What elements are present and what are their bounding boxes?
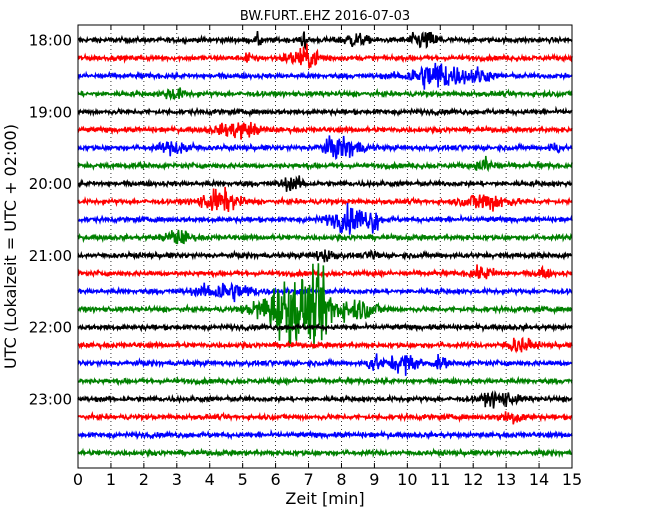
trace-21:00 [77, 249, 573, 263]
x-tick-label: 0 [73, 470, 83, 489]
x-tick-label: 7 [303, 470, 313, 489]
trace-19:15 [77, 121, 573, 140]
trace-20:30 [77, 202, 573, 235]
x-axis-label: Zeit [min] [285, 489, 364, 508]
y-tick-label: 23:00 [29, 391, 72, 409]
x-tick-label: 2 [139, 470, 149, 489]
y-tick-label: 18:00 [29, 32, 72, 50]
x-tick-label: 8 [336, 470, 346, 489]
trace-22:15 [77, 336, 573, 354]
y-tick-label: 21:00 [29, 247, 72, 265]
plot-frame [77, 24, 573, 469]
y-tick-label: 22:00 [29, 319, 72, 337]
trace-21:45 [77, 263, 573, 349]
x-tick-label: 5 [238, 470, 248, 489]
x-tick-label: 10 [397, 470, 417, 489]
trace-19:45 [77, 155, 573, 173]
trace-group [77, 30, 573, 459]
trace-19:30 [77, 135, 573, 161]
trace-21:30 [77, 281, 573, 303]
x-tick-label: 1 [106, 470, 116, 489]
x-tick-label: 11 [430, 470, 450, 489]
trace-19:00 [77, 105, 573, 118]
x-tick-label: 15 [562, 470, 582, 489]
trace-22:45 [77, 375, 573, 387]
x-tick-label: 9 [369, 470, 379, 489]
x-axis-ticks: 0 1 2 3 4 5 6 7 8 9 10 11 12 13 14 15 [73, 25, 582, 489]
trace-23:00 [77, 390, 573, 409]
trace-20:00 [77, 175, 573, 192]
trace-21:15 [77, 264, 573, 280]
trace-23:45 [77, 446, 573, 459]
y-axis-label: UTC (Lokalzeit = UTC + 02:00) [1, 124, 20, 369]
y-tick-label: 20:00 [29, 175, 72, 193]
x-tick-label: 13 [496, 470, 516, 489]
x-tick-label: 12 [463, 470, 483, 489]
trace-22:30 [77, 353, 573, 376]
x-tick-label: 14 [529, 470, 549, 489]
trace-18:15 [77, 43, 573, 69]
x-tick-label: 6 [271, 470, 281, 489]
trace-23:30 [77, 428, 573, 441]
trace-20:15 [77, 186, 573, 212]
x-tick-label: 4 [205, 470, 215, 489]
trace-22:00 [77, 321, 573, 333]
trace-20:45 [77, 229, 573, 245]
x-tick-label: 3 [172, 470, 182, 489]
trace-23:15 [77, 411, 573, 425]
trace-18:45 [77, 87, 573, 101]
y-tick-label: 19:00 [29, 103, 72, 121]
trace-18:00 [77, 30, 573, 51]
chart-title: BW.FURT..EHZ 2016-07-03 [240, 9, 410, 24]
y-axis-ticks: 18:00 19:00 20:00 21:00 22:00 23:00 [29, 32, 572, 409]
trace-18:30 [77, 62, 573, 90]
